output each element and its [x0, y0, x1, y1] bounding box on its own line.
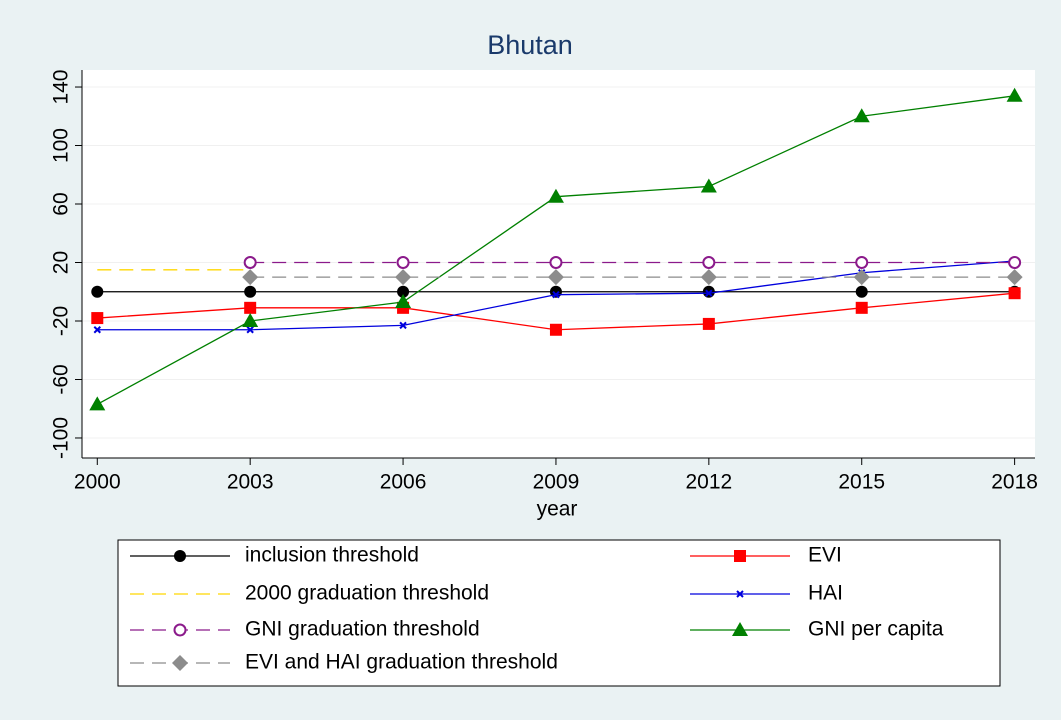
y-tick-label: 100: [50, 128, 73, 163]
legend-marker: [734, 550, 746, 562]
marker: [244, 301, 257, 314]
legend-label: HAI: [808, 582, 843, 605]
y-tick-label: -20: [50, 306, 73, 336]
marker: [549, 323, 562, 336]
marker: [91, 312, 104, 325]
x-tick-label: 2018: [991, 471, 1038, 494]
marker: [549, 256, 563, 269]
legend-label: 2000 graduation threshold: [245, 582, 489, 605]
x-tick-label: 2012: [685, 471, 732, 494]
y-tick-label: 140: [50, 69, 73, 104]
marker: [855, 285, 868, 298]
legend-marker: [732, 622, 748, 636]
marker: [552, 290, 560, 299]
marker: [853, 108, 870, 123]
chart-title: Bhutan: [487, 30, 573, 60]
legend-label: GNI graduation threshold: [245, 618, 480, 641]
marker: [89, 396, 106, 411]
legend-label: inclusion threshold: [245, 544, 419, 567]
marker: [700, 269, 717, 286]
marker: [702, 256, 716, 269]
legend-label: EVI: [808, 544, 842, 567]
marker: [395, 293, 412, 308]
marker: [702, 285, 715, 298]
marker: [397, 285, 410, 298]
legend-marker: [736, 590, 744, 598]
legend-box: [117, 539, 1001, 687]
marker: [244, 285, 257, 298]
marker: [396, 256, 410, 269]
marker: [91, 285, 104, 298]
legend-label: EVI and HAI graduation threshold: [245, 651, 558, 674]
marker: [399, 321, 407, 330]
marker: [853, 269, 870, 286]
x-axis-label: year: [537, 498, 578, 521]
legend-label: GNI per capita: [808, 618, 944, 641]
x-tick-label: 2003: [227, 471, 274, 494]
marker: [855, 301, 868, 314]
y-tick-label: -60: [50, 364, 73, 394]
y-tick-label: 20: [50, 251, 73, 274]
marker: [1008, 256, 1022, 269]
marker: [1006, 269, 1023, 286]
marker: [246, 326, 254, 334]
x-tick-label: 2015: [838, 471, 885, 494]
marker: [547, 269, 564, 286]
marker: [700, 178, 717, 193]
y-tick-label: 60: [50, 192, 73, 215]
marker: [547, 188, 564, 203]
marker: [855, 256, 869, 269]
y-tick-label: -100: [50, 417, 73, 459]
marker: [1008, 287, 1021, 300]
marker: [242, 269, 259, 286]
marker: [705, 289, 713, 297]
marker: [702, 317, 715, 330]
legend-marker: [174, 550, 186, 562]
x-tick-label: 2009: [533, 471, 580, 494]
marker: [395, 269, 412, 286]
x-tick-label: 2000: [74, 471, 121, 494]
legend-marker: [173, 623, 187, 637]
marker: [242, 312, 259, 327]
marker: [93, 326, 101, 334]
legend-marker: [172, 655, 188, 671]
x-tick-label: 2006: [380, 471, 427, 494]
marker: [1006, 87, 1023, 102]
marker: [243, 256, 257, 269]
